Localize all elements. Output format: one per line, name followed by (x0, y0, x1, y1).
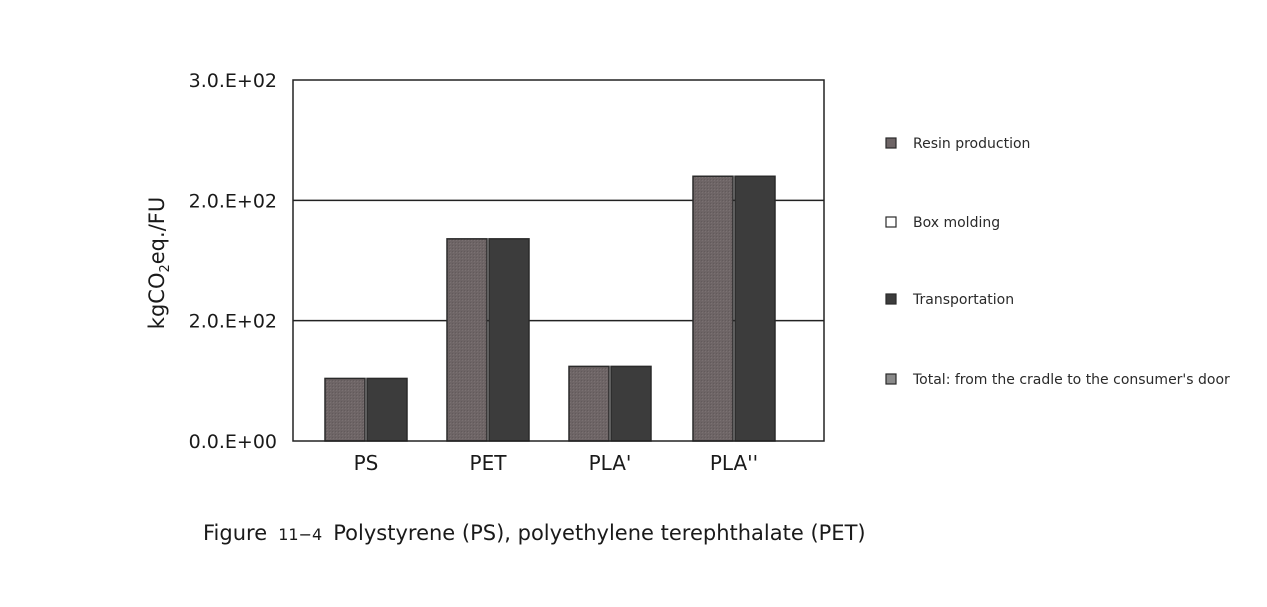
y-tick-label: 2.0.E+02 (189, 311, 277, 333)
y-axis-label-subscript: 2 (158, 264, 173, 272)
legend-entry-label: Resin production (913, 136, 1030, 152)
y-tick-label: 3.0.E+02 (189, 70, 277, 92)
legend-swatch (885, 293, 897, 305)
y-axis-label: kgCO2eq./FU (145, 197, 173, 329)
x-category-label: PET (470, 451, 508, 475)
x-category-label: PLA' (589, 451, 632, 475)
bar-resin-production (692, 175, 734, 442)
legend-swatch (885, 373, 897, 385)
y-axis-ticks: 0.0.E+00 2.0.E+02 2.0.E+02 3.0.E+02 (189, 70, 277, 453)
bar-transportation (488, 238, 530, 442)
x-category-label: PLA'' (710, 451, 758, 475)
legend-entry-label: Transportation (912, 292, 1014, 308)
plot-area-frame (292, 79, 825, 442)
bars (324, 175, 776, 442)
y-tick-label: 0.0.E+00 (189, 431, 277, 453)
bar-transportation (734, 175, 776, 442)
y-axis-label-rest: eq./FU (145, 197, 169, 264)
caption-text: Polystyrene (PS), polyethylene terephtha… (333, 521, 865, 545)
bar-transportation (610, 365, 652, 442)
bar-resin-production (446, 238, 488, 442)
figure-caption: Figure 11−4 Polystyrene (PS), polyethyle… (203, 521, 866, 545)
legend: Resin production Box molding Transportatio… (885, 136, 1230, 388)
legend-swatch (885, 137, 897, 149)
bar-transportation (366, 377, 408, 442)
caption-number: 11−4 (278, 525, 322, 544)
y-tick-label: 2.0.E+02 (189, 190, 277, 212)
legend-entry-label: Box molding (913, 215, 1000, 231)
x-category-label: PS (354, 451, 379, 475)
legend-swatch (885, 216, 897, 228)
caption-prefix: Figure (203, 521, 267, 545)
y-axis-label-main: kgCO (145, 273, 169, 330)
legend-entry-label: Total: from the cradle to the consumer's… (912, 372, 1230, 388)
x-axis-category-labels: PS PET PLA' PLA'' (354, 451, 759, 475)
bar-resin-production (324, 377, 366, 442)
bar-resin-production (568, 365, 610, 442)
